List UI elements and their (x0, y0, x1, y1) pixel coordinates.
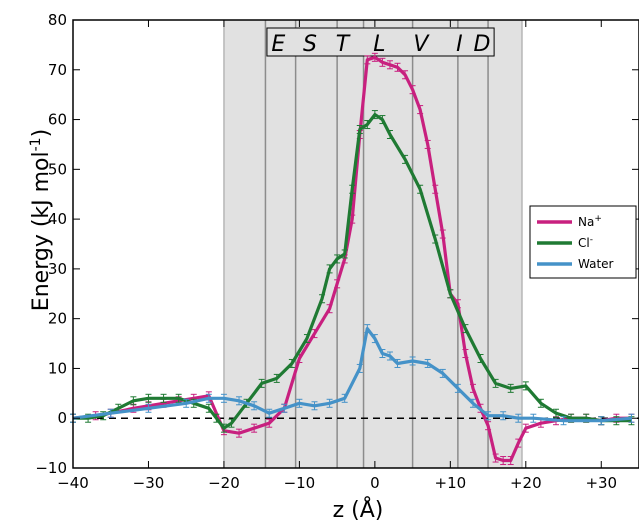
y-tick-label: 50 (48, 160, 67, 178)
legend: Na+Cl-Water (529, 205, 637, 279)
axes-frame (72, 19, 639, 469)
y-tick-label: 60 (48, 111, 67, 129)
x-tick-label: 0 (370, 474, 380, 492)
x-tick-label: +30 (585, 474, 617, 492)
y-tick-label: 70 (48, 61, 67, 79)
legend-label-sup: + (594, 214, 602, 224)
legend-label: Water (578, 257, 614, 271)
x-tick-label: −40 (57, 474, 89, 492)
y-axis-title-main: Energy (kJ mol (29, 151, 54, 311)
residue-label: D (474, 32, 491, 57)
y-tick-label: 20 (48, 310, 67, 328)
legend-label-sup: - (590, 235, 593, 245)
y-axis-title-sup: -1 (28, 137, 44, 151)
y-tick-label: −10 (35, 459, 67, 477)
series-water (70, 324, 635, 426)
x-tick-label: +20 (510, 474, 542, 492)
residue-label: S (303, 32, 317, 57)
y-tick-label: 0 (57, 409, 67, 427)
y-tick-label: 40 (48, 210, 67, 228)
axis-ticks: −40 −30 −20 −10 0 +10 +20 +30 −10 0 10 20 30 40 50 60 70… (35, 11, 639, 492)
y-tick-label: 80 (48, 11, 67, 29)
residue-label: E (271, 32, 285, 57)
series-lines (70, 52, 635, 466)
residue-label: I (456, 32, 463, 57)
series-line (72, 55, 632, 463)
y-axis-title: Energy (kJ mol-1) (28, 129, 54, 311)
plot-frame (72, 19, 639, 469)
y-tick-label: 30 (48, 260, 67, 278)
shaded-region (223, 19, 523, 469)
series-line (72, 327, 632, 423)
residue-box-frame (266, 27, 495, 57)
x-tick-label: +10 (435, 474, 467, 492)
y-axis-title-tail: ) (29, 129, 54, 138)
legend-label: Cl- (578, 235, 593, 250)
residue-label: L (373, 32, 385, 57)
x-axis-title: z (Å) (333, 496, 384, 523)
y-tick-label: 10 (48, 359, 67, 377)
membrane-shading (223, 19, 523, 469)
x-tick-label: −10 (284, 474, 316, 492)
residue-label: V (413, 32, 430, 57)
residue-dividers (264, 20, 489, 468)
x-tick-label: −30 (133, 474, 165, 492)
residue-label: T (336, 32, 351, 57)
series-line (73, 112, 632, 430)
series-cl (70, 110, 635, 433)
x-tick-label: −20 (208, 474, 240, 492)
